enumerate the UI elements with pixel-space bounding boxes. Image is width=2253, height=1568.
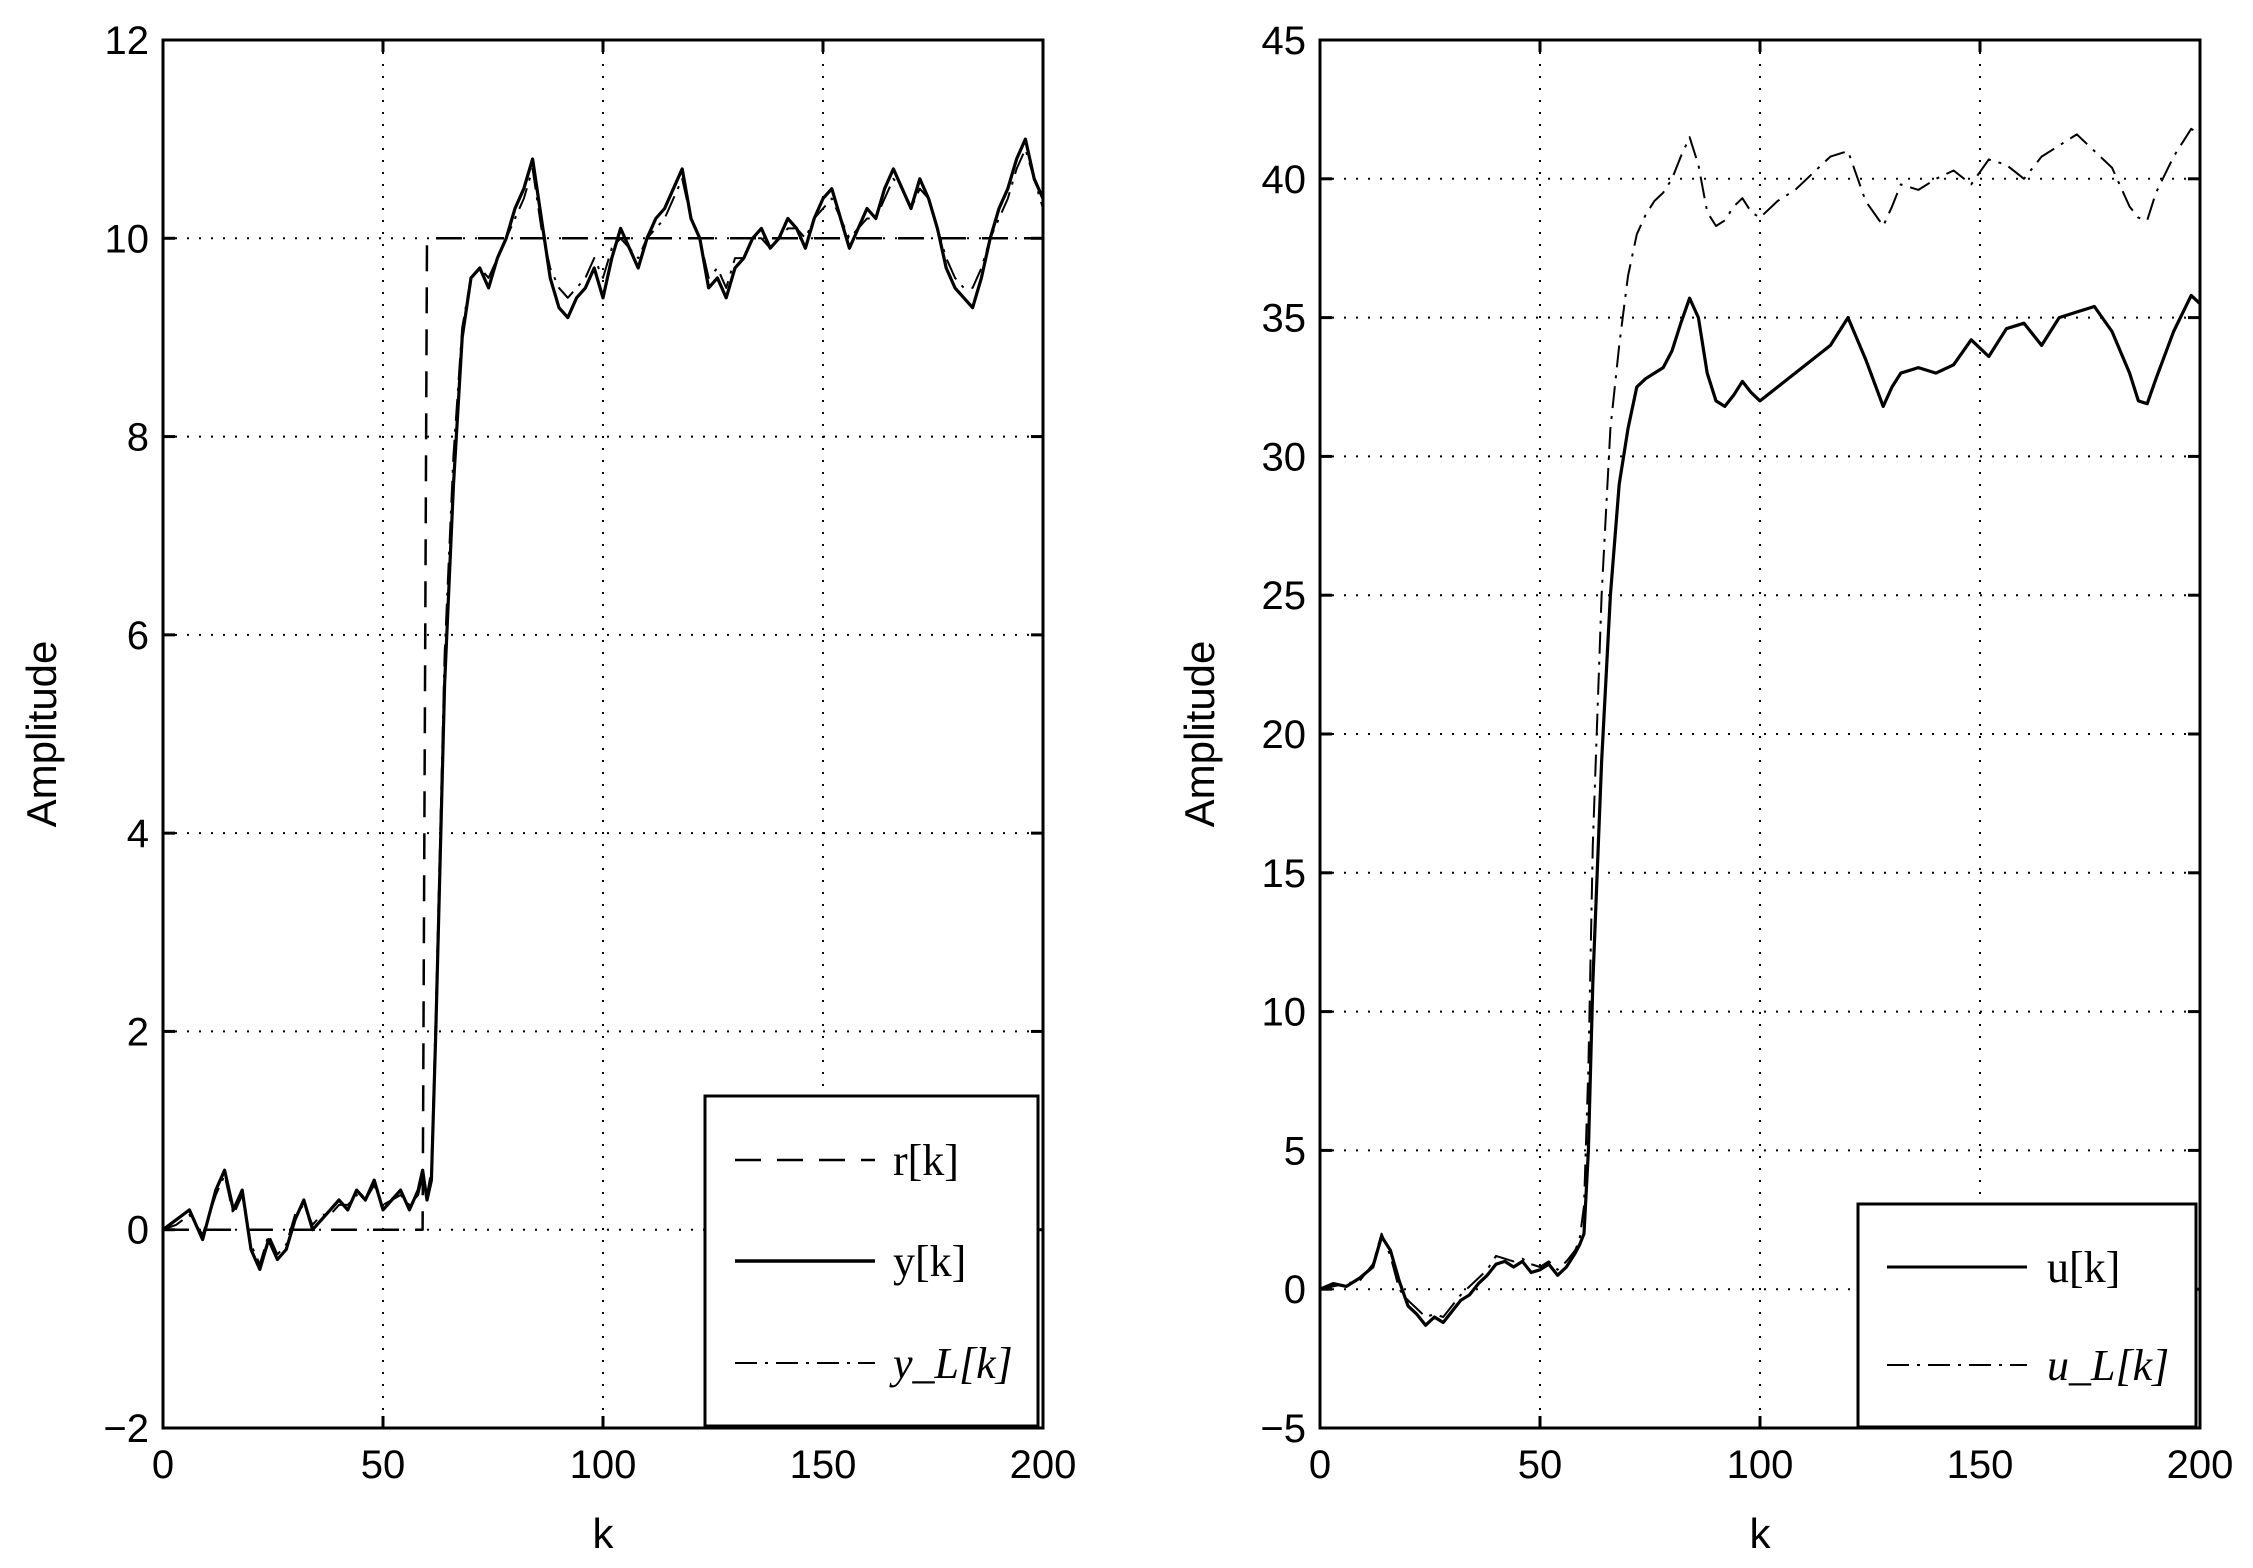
- right-series-u-k: [1319, 293, 2202, 1327]
- left-y-tick-label-4: 6: [127, 614, 149, 658]
- left-y-axis-label: Amplitude: [18, 641, 65, 828]
- left-legend: r[k] y[k] y_L[k]: [703, 1094, 1040, 1428]
- left-x-tick-label-2: 100: [570, 1443, 637, 1487]
- right-y-tick-label-0: −5: [1260, 1407, 1306, 1451]
- left-y-tick-label-3: 4: [127, 812, 149, 856]
- left-x-tick-label-0: 0: [152, 1443, 174, 1487]
- right-legend-label-ul: u_L[k]: [2047, 1341, 2169, 1390]
- right-y-tick-label-8: 35: [1262, 297, 1307, 341]
- left-legend-label-r: r[k]: [893, 1136, 959, 1185]
- right-y-tick-label-7: 30: [1262, 435, 1307, 479]
- right-y-tick-label-4: 15: [1262, 852, 1307, 896]
- right-x-tick-label-4: 200: [2167, 1443, 2234, 1487]
- left-y-tick-label-1: 0: [127, 1209, 149, 1253]
- right-y-tick-label-10: 45: [1262, 19, 1307, 63]
- right-y-tick-label-5: 20: [1262, 713, 1307, 757]
- left-y-tick-label-7: 12: [105, 19, 150, 63]
- right-x-tick-label-1: 50: [1518, 1443, 1563, 1487]
- left-series-y-k: [162, 137, 1045, 1272]
- left-legend-label-y: y[k]: [893, 1237, 966, 1286]
- right-y-tick-label-3: 10: [1262, 991, 1307, 1035]
- right-legend-label-ul-text: u_L[k]: [2047, 1341, 2169, 1390]
- right-x-tick-label-0: 0: [1309, 1443, 1331, 1487]
- left-x-axis-label: k: [593, 1510, 615, 1557]
- right-series-u-l-k: [1319, 127, 2201, 1318]
- right-x-tick-label-3: 150: [1947, 1443, 2014, 1487]
- right-x-tick-label-2: 100: [1727, 1443, 1794, 1487]
- right-legend-label-u: u[k]: [2047, 1243, 2120, 1292]
- left-x-tick-label-4: 200: [1010, 1443, 1077, 1487]
- right-y-tick-label-1: 0: [1284, 1268, 1306, 1312]
- left-y-tick-label-6: 10: [105, 217, 150, 261]
- left-y-tick-label-0: −2: [103, 1407, 149, 1451]
- left-y-tick-label-2: 2: [127, 1010, 149, 1054]
- right-y-tick-label-9: 40: [1262, 158, 1307, 202]
- left-y-tick-label-5: 8: [127, 416, 149, 460]
- right-legend: u[k] u_L[k]: [1856, 1202, 2198, 1429]
- left-legend-label-yl-text: y_L[k]: [889, 1339, 1013, 1388]
- left-x-tick-label-1: 50: [361, 1443, 406, 1487]
- right-x-axis-label: k: [1750, 1510, 1772, 1557]
- right-y-tick-label-6: 25: [1262, 574, 1307, 618]
- left-series-y-l-k: [162, 148, 1044, 1266]
- left-x-tick-label-3: 150: [790, 1443, 857, 1487]
- right-y-axis-label: Amplitude: [1176, 641, 1223, 828]
- right-series-group: [1319, 127, 2202, 1327]
- right-y-tick-label-2: 5: [1284, 1129, 1306, 1173]
- right-legend-box: [1856, 1202, 2198, 1429]
- left-legend-label-yl: y_L[k]: [889, 1339, 1013, 1388]
- left-series-group: [162, 137, 1045, 1272]
